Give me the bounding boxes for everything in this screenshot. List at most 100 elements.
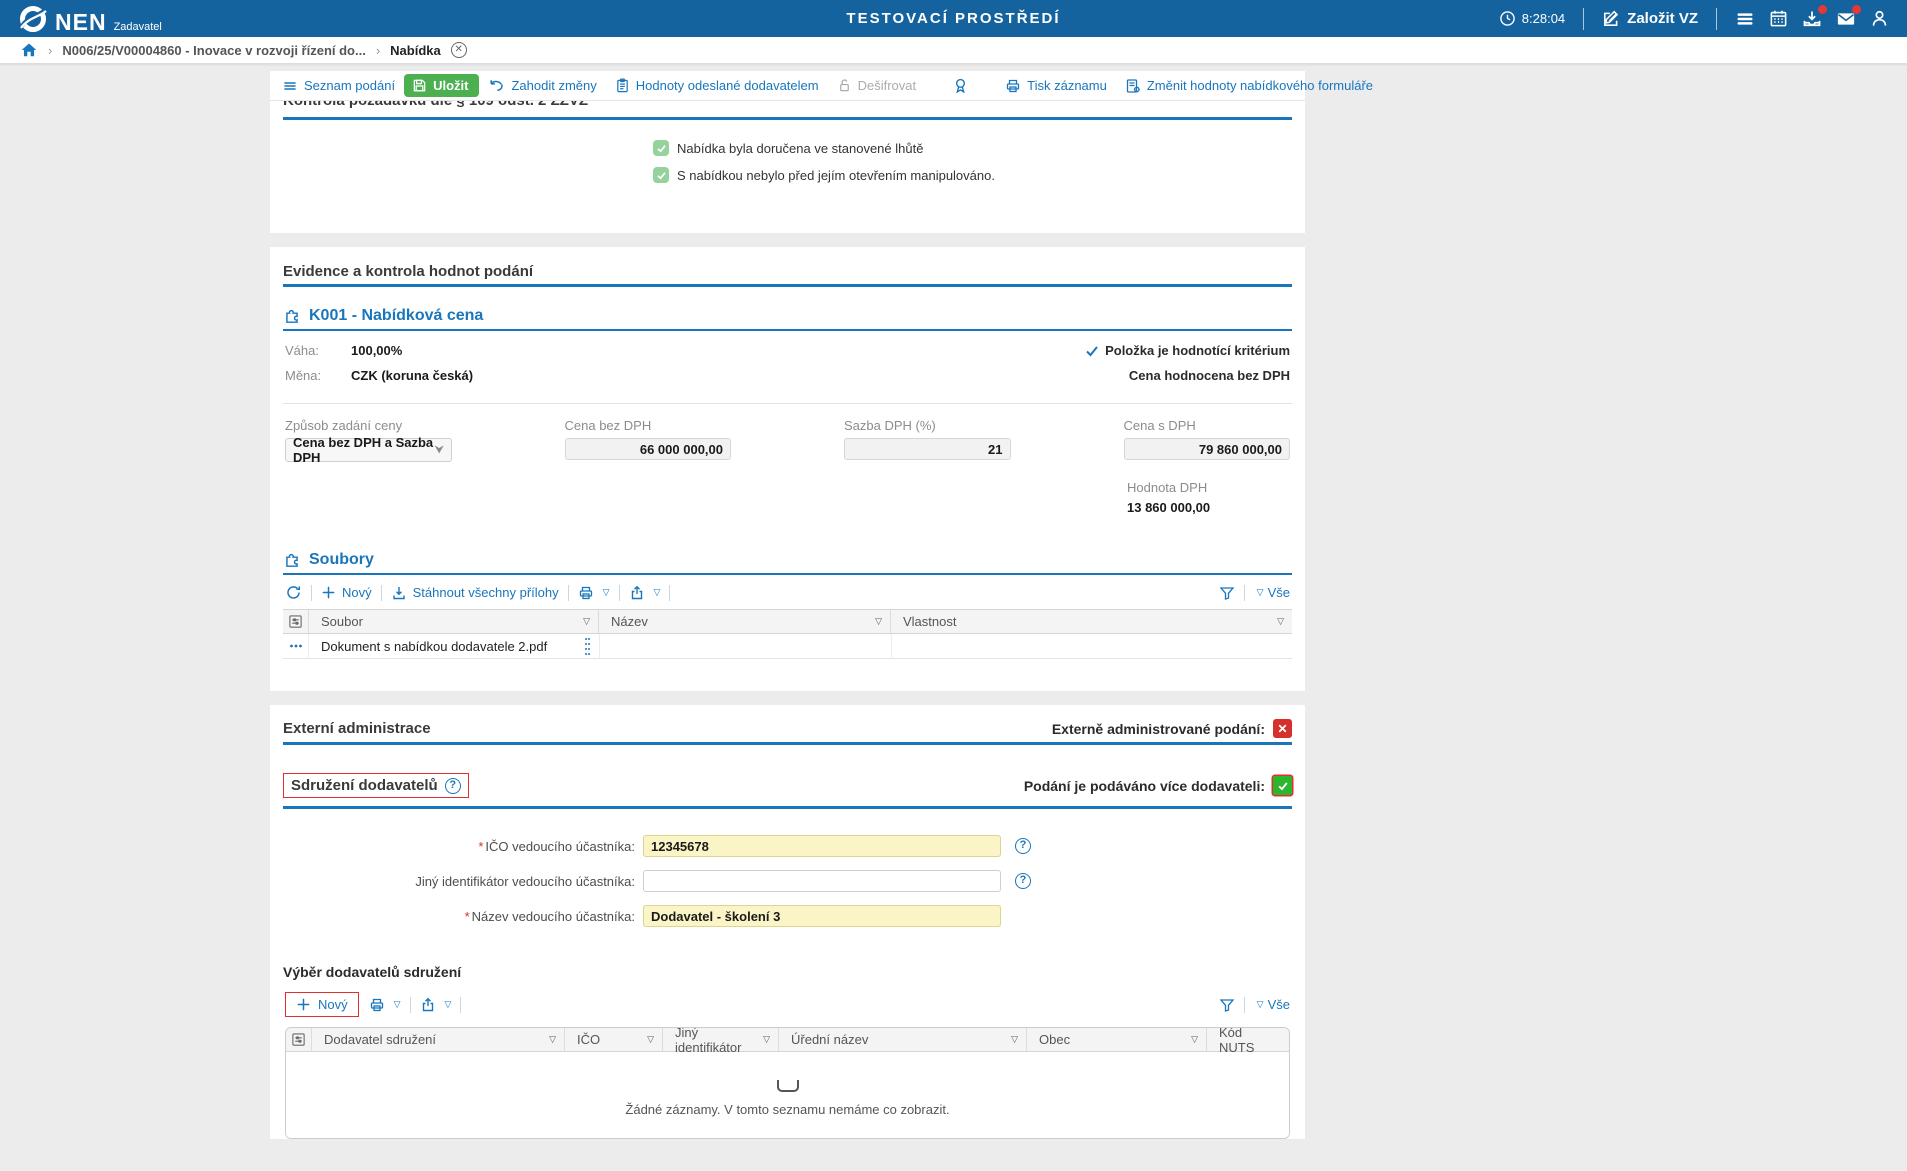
time-value: 8:28:04	[1522, 11, 1565, 26]
filter-triangle-icon[interactable]: ▽	[647, 1034, 654, 1045]
col-header-obec: Obec ▽	[1027, 1028, 1207, 1051]
mena-label: Měna:	[285, 368, 325, 383]
supplier-values-button[interactable]: Hodnoty odeslané dodavatelem	[615, 78, 819, 93]
soubory-vse-link[interactable]: Vše	[1268, 585, 1290, 600]
vyber-new-label: Nový	[318, 997, 348, 1012]
filter-triangle-icon[interactable]: ▽	[583, 616, 590, 627]
cena-bez-dph-label: Cena bez DPH	[565, 418, 732, 433]
inbox-download-icon[interactable]	[1802, 9, 1822, 29]
required-star: *	[465, 909, 470, 924]
unlock-icon	[837, 78, 852, 93]
nazev-field-row: *Název vedoucího účastníka:	[283, 905, 1292, 927]
soubory-new-button[interactable]: Nový	[321, 585, 372, 600]
print-menu-button[interactable]: ▽	[369, 997, 401, 1013]
kriterium-flag: Položka je hodnotící kritérium	[1085, 343, 1290, 358]
filter-triangle-icon[interactable]: ▽	[1257, 587, 1264, 598]
file-table-row[interactable]: Dokument s nabídkou dodavatele 2.pdf	[283, 634, 1292, 659]
certificate-button[interactable]	[952, 77, 969, 94]
help-icon[interactable]: ?	[445, 778, 461, 794]
vaha-value: 100,00%	[351, 343, 402, 358]
filter-funnel-icon[interactable]	[1219, 997, 1235, 1013]
download-all-button[interactable]: Stáhnout všechny přílohy	[391, 585, 559, 601]
download-all-label: Stáhnout všechny přílohy	[413, 585, 559, 600]
filter-triangle-icon[interactable]: ▽	[875, 616, 882, 627]
zpusob-select[interactable]: Cena bez DPH a Sazba DPH ⮟	[285, 438, 452, 462]
spacer	[270, 691, 1305, 705]
filter-triangle-icon[interactable]: ▽	[1277, 616, 1284, 627]
filter-triangle-icon[interactable]: ▽	[1011, 1034, 1018, 1045]
externi-title: Externí administrace	[283, 720, 431, 737]
filter-triangle-icon[interactable]: ▽	[763, 1034, 770, 1045]
jiny-identifikator-label: Jiný identifikátor vedoucího účastníka:	[283, 874, 635, 889]
printer-icon	[369, 997, 385, 1013]
decrypt-button: Dešifrovat	[837, 78, 917, 93]
help-icon[interactable]: ?	[1015, 873, 1031, 889]
list-icon	[282, 78, 298, 94]
menu-icon[interactable]	[1735, 9, 1755, 29]
col-label: Dodavatel sdružení	[324, 1032, 436, 1047]
column-settings-icon[interactable]	[283, 610, 309, 633]
export-menu-button[interactable]: ▽	[629, 585, 661, 601]
dropdown-triangle-icon: ▽	[445, 999, 452, 1010]
notification-badge	[1818, 5, 1827, 14]
checkbox-true-icon[interactable]	[1273, 776, 1292, 795]
vyber-new-button[interactable]: Nový	[285, 992, 359, 1017]
ico-input[interactable]	[643, 835, 1001, 857]
help-icon[interactable]: ?	[1015, 838, 1031, 854]
empty-state-text: Žádné záznamy. V tomto seznamu nemáme co…	[625, 1102, 949, 1117]
hodnocena-flag-text: Cena hodnocena bez DPH	[1129, 368, 1290, 383]
kontrola-check-2: S nabídkou nebylo před jejím otevřením m…	[653, 167, 1292, 183]
refresh-icon[interactable]	[285, 584, 302, 601]
mail-icon[interactable]	[1836, 9, 1856, 29]
jiny-identifikator-input[interactable]	[643, 870, 1001, 892]
col-header-nuts: Kód NUTS	[1207, 1028, 1289, 1051]
notification-badge	[1852, 5, 1861, 14]
divider	[568, 585, 569, 601]
check-icon	[1085, 344, 1099, 358]
row-dots-icon[interactable]	[283, 634, 309, 658]
row-menu-icon[interactable]	[584, 636, 591, 656]
col-label: Vlastnost	[903, 614, 956, 629]
hodnocena-flag: Cena hodnocena bez DPH	[1085, 368, 1290, 383]
column-settings-icon[interactable]	[286, 1028, 312, 1051]
vyber-vse-link[interactable]: Vše	[1268, 997, 1290, 1012]
checkbox-false-icon[interactable]	[1273, 719, 1292, 738]
certificate-ribbon-icon	[952, 77, 969, 94]
files-table: Soubor ▽ Název ▽ Vlastnost ▽ Dokument s …	[283, 609, 1292, 659]
breadcrumb: › N006/25/V00004860 - Inovace v rozvoji …	[0, 37, 1907, 64]
close-tab-icon[interactable]: ✕	[451, 42, 467, 58]
cena-s-dph-input[interactable]	[1124, 438, 1291, 460]
seznam-podani-button[interactable]: Seznam podání	[282, 78, 395, 94]
spacer	[270, 233, 1305, 247]
export-menu-button[interactable]: ▽	[420, 997, 452, 1013]
breadcrumb-current-tab[interactable]: Nabídka	[390, 43, 441, 58]
calendar-icon[interactable]	[1769, 9, 1788, 28]
printer-icon	[1005, 78, 1021, 94]
create-vz-button[interactable]: Založit VZ	[1602, 10, 1698, 28]
home-icon[interactable]	[20, 41, 38, 59]
filter-triangle-icon[interactable]: ▽	[1257, 999, 1264, 1010]
section-externi: Externí administrace Externě administrov…	[270, 705, 1305, 1139]
vyber-table: Dodavatel sdružení ▽ IČO ▽ Jiný identifi…	[285, 1027, 1290, 1139]
cena-bez-dph-input[interactable]	[565, 438, 732, 460]
decrypt-label: Dešifrovat	[858, 78, 917, 93]
filter-triangle-icon[interactable]: ▽	[1191, 1034, 1198, 1045]
breadcrumb-procurement[interactable]: N006/25/V00004860 - Inovace v rozvoji ří…	[62, 43, 365, 58]
divider	[669, 585, 670, 601]
divider	[1716, 8, 1717, 30]
change-form-values-button[interactable]: Změnit hodnoty nabídkového formuláře	[1125, 78, 1373, 94]
action-toolbar: Seznam podání Uložit Zahodit změny Hodno…	[270, 71, 1305, 101]
soubory-toolbar: Nový Stáhnout všechny přílohy ▽	[283, 575, 1292, 609]
col-label: Jiný identifikátor	[675, 1027, 763, 1055]
sazba-dph-input[interactable]	[844, 438, 1011, 460]
nazev-input[interactable]	[643, 905, 1001, 927]
filter-triangle-icon[interactable]: ▽	[549, 1034, 556, 1045]
save-button[interactable]: Uložit	[404, 74, 479, 97]
discard-changes-button[interactable]: Zahodit změny	[488, 77, 596, 94]
col-header-ico: IČO ▽	[565, 1028, 663, 1051]
print-menu-button[interactable]: ▽	[578, 585, 610, 601]
filter-funnel-icon[interactable]	[1219, 585, 1235, 601]
user-icon[interactable]	[1870, 9, 1889, 28]
save-icon	[412, 78, 427, 93]
print-record-button[interactable]: Tisk záznamu	[1005, 78, 1107, 94]
